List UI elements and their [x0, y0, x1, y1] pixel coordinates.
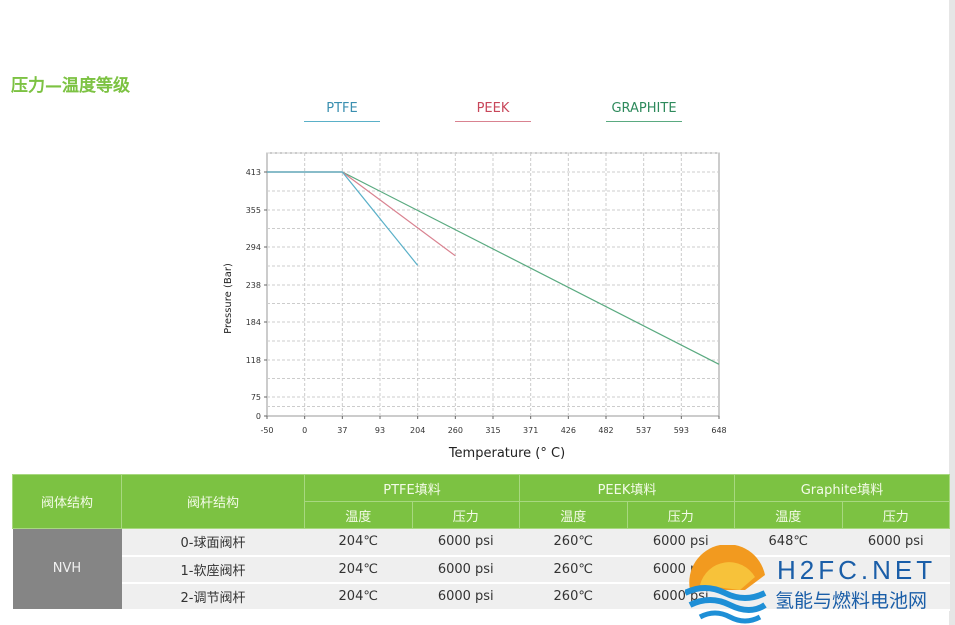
y-tick-label: 118 — [246, 356, 261, 365]
y-tick-label: 75 — [251, 393, 261, 402]
watermark-logo: H2FC.NET 氢能与燃料电池网 — [685, 545, 936, 624]
pressure-temperature-chart: -50 0 37 93 204 260 315 371 426 482 537 593 648 0 75 11… — [223, 152, 727, 461]
x-tick-label: 204 — [410, 426, 425, 435]
legend-ptfe: PTFE — [304, 101, 380, 122]
x-tick-label: 482 — [598, 426, 613, 435]
y-tick-label: 413 — [246, 168, 261, 177]
header-temp: 温度 — [734, 501, 843, 529]
stem-cell: 0-球面阀杆 — [121, 528, 305, 557]
x-tick-label: 371 — [523, 426, 538, 435]
y-axis-label: Pressure (Bar) — [223, 263, 234, 334]
x-tick-label: 315 — [485, 426, 500, 435]
cell: 6000 psi — [412, 582, 520, 611]
watermark-brand: H2FC.NET — [777, 555, 936, 585]
x-tick-label: 0 — [302, 426, 307, 435]
header-pressure: 压力 — [626, 501, 735, 529]
header-pressure: 压力 — [841, 501, 950, 529]
header-graphite: Graphite填料 — [734, 474, 950, 502]
header-temp: 温度 — [519, 501, 628, 529]
cell — [842, 582, 950, 611]
x-tick-label: 648 — [711, 426, 726, 435]
cell: 204℃ — [304, 582, 412, 611]
x-tick-label: 426 — [561, 426, 576, 435]
cell: 6000 psi — [842, 528, 950, 557]
table-row: NVH 0-球面阀杆 204℃ 6000 psi 260℃ 6000 psi 6… — [12, 528, 950, 611]
header-peek: PEEK填料 — [519, 474, 735, 502]
cell: 260℃ — [519, 555, 627, 584]
x-tick-label: -50 — [260, 426, 273, 435]
header-stem: 阀杆结构 — [121, 474, 305, 529]
cell: 204℃ — [304, 555, 412, 584]
series-line-ptfe — [267, 171, 419, 266]
cell: 260℃ — [519, 528, 627, 557]
header-body: 阀体结构 — [12, 474, 122, 529]
cell: 204℃ — [304, 528, 412, 557]
legend-graphite: GRAPHITE — [606, 101, 682, 122]
y-tick-label: 238 — [246, 281, 261, 290]
cell — [842, 555, 950, 584]
y-tick-label: 0 — [256, 412, 261, 421]
body-cell: NVH — [12, 528, 122, 611]
cell: 260℃ — [519, 582, 627, 611]
x-tick-label: 37 — [337, 426, 347, 435]
y-tick-label: 184 — [246, 318, 261, 327]
x-tick-label: 593 — [674, 426, 689, 435]
x-tick-label: 93 — [375, 426, 385, 435]
x-axis-label: Temperature (° C) — [448, 446, 565, 461]
page-title: 压力—温度等级 — [11, 76, 130, 96]
x-tick-label: 537 — [636, 426, 651, 435]
y-tick-label: 355 — [246, 206, 261, 215]
cell — [734, 582, 842, 611]
header-pressure: 压力 — [411, 501, 520, 529]
watermark-tagline: 氢能与燃料电池网 — [775, 590, 927, 612]
stem-cell: 2-调节阀杆 — [121, 582, 305, 611]
legend-peek: PEEK — [455, 101, 531, 122]
y-tick-label: 294 — [246, 243, 261, 252]
cell: 6000 psi — [412, 555, 520, 584]
right-edge-strip — [949, 0, 955, 625]
cell: 6000 psi — [412, 528, 520, 557]
stem-cell: 1-软座阀杆 — [121, 555, 305, 584]
header-ptfe: PTFE填料 — [304, 474, 520, 502]
cell: 648℃ — [734, 528, 842, 557]
rating-table: 阀体结构 阀杆结构 PTFE填料 PEEK填料 Graphite填料 温度 压力… — [12, 474, 950, 611]
table-row: 1-软座阀杆 204℃ 6000 psi 260℃ 6000 psi — [13, 555, 950, 584]
header-temp: 温度 — [304, 501, 413, 529]
x-tick-label: 260 — [448, 426, 463, 435]
